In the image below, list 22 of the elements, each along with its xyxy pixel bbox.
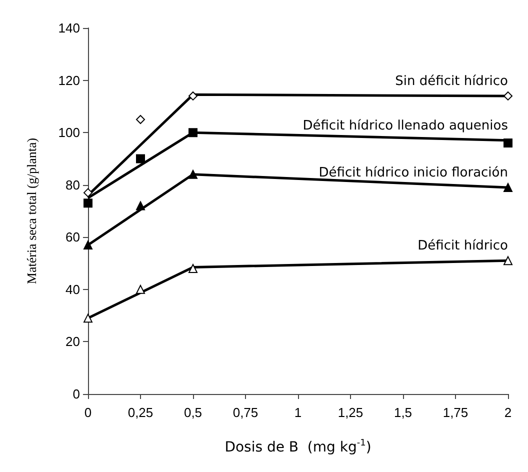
x-tick-label: 1,25 <box>338 405 364 420</box>
y-tick-label: 40 <box>66 282 80 297</box>
y-tick-label: 20 <box>66 334 80 350</box>
y-axis-title: Matéria seca total (g/planta) <box>24 138 39 284</box>
y-tick-label: 100 <box>58 125 80 140</box>
y-tick-label: 140 <box>58 20 80 36</box>
series-label: Sin déficit hídrico <box>395 74 508 89</box>
x-tick-label: 0,75 <box>232 405 258 420</box>
series-label: Déficit hídrico <box>418 238 508 254</box>
x-tick-label: 0,5 <box>184 405 202 420</box>
series-label: Déficit hídrico llenado aquenios <box>302 118 508 134</box>
y-tick-label: 80 <box>66 177 80 192</box>
y-tick-label: 0 <box>72 386 80 402</box>
y-tick-label: 60 <box>66 230 80 245</box>
x-tick-label: 0 <box>84 405 92 420</box>
x-tick-label: 1,75 <box>442 405 468 420</box>
series-label: Déficit hídrico inicio floración <box>318 165 508 180</box>
x-tick-label: 0,25 <box>128 405 154 420</box>
x-tick-label: 1 <box>294 405 302 420</box>
x-tick-label: 2 <box>504 405 512 420</box>
x-tick-label: 1,5 <box>394 405 412 420</box>
y-tick-label: 120 <box>58 72 80 88</box>
